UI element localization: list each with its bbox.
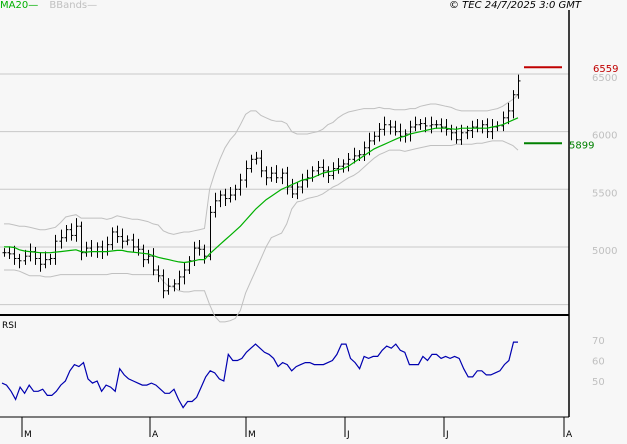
x-axis-label: M — [248, 430, 256, 440]
price-axis-label: 5000 — [592, 246, 617, 257]
price-axis-label: 6000 — [592, 131, 617, 142]
support-label: 5899 — [569, 140, 594, 151]
price-axis-label: 5500 — [592, 188, 617, 199]
x-axis-label: A — [152, 430, 159, 440]
bband-lower-line — [4, 140, 519, 323]
rsi-line — [1, 341, 518, 409]
rsi-axis-label: 60 — [592, 357, 605, 368]
x-axis-label: J — [445, 430, 449, 440]
legend-ma20: MA20— — [0, 0, 39, 11]
copyright-timestamp: © TEC 24/7/2025 3:0 GMT — [449, 0, 581, 11]
legend-bbands: BBands— — [49, 0, 98, 11]
rsi-panel-title: RSI — [2, 321, 17, 331]
x-axis-label: A — [566, 430, 573, 440]
bband-upper-line — [4, 94, 519, 235]
rsi-axis-label: 70 — [592, 336, 605, 347]
rsi-axis-label: 50 — [592, 377, 605, 388]
resistance-label: 6559 — [593, 64, 618, 75]
x-axis-label: J — [346, 430, 350, 440]
chart-legend: MA20— BBands— — [0, 0, 97, 12]
x-axis-label: M — [24, 430, 32, 440]
price-axis-label: 6500 — [592, 73, 617, 84]
ma20-line — [4, 117, 519, 264]
